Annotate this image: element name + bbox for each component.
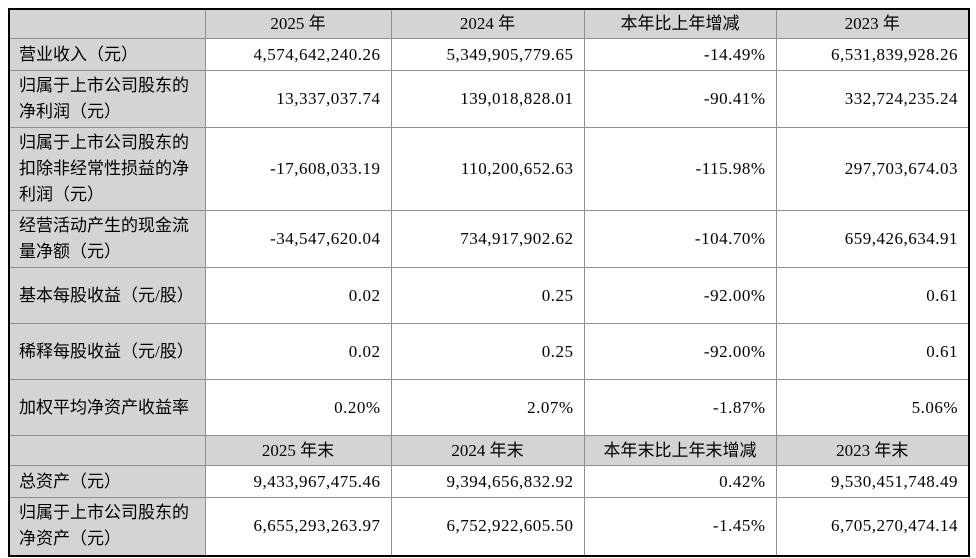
value-cell: 0.20% (204, 379, 392, 436)
value-cell: 5,349,905,779.65 (390, 38, 585, 71)
value-cell: -34,547,620.04 (204, 210, 392, 268)
column-header: 本年比上年增减 (583, 8, 777, 39)
row-label-cell: 基本每股收益（元/股） (8, 267, 206, 324)
table-row: 经营活动产生的现金流量净额（元） -34,547,620.04 734,917,90… (8, 210, 970, 268)
value-cell: 2.07% (390, 379, 585, 436)
table-header-row: 2025 年末 2024 年末 本年末比上年末增减 2023 年末 (8, 435, 970, 466)
value-cell: -90.41% (583, 70, 777, 128)
value-cell: -17,608,033.19 (204, 127, 392, 211)
value-cell: 139,018,828.01 (390, 70, 585, 128)
column-header: 2025 年 (204, 8, 392, 39)
column-header: 本年末比上年末增减 (583, 435, 777, 466)
value-cell: 659,426,634.91 (775, 210, 970, 268)
row-label-cell: 归属于上市公司股东的净利润（元） (8, 70, 206, 128)
row-label-cell: 经营活动产生的现金流量净额（元） (8, 210, 206, 268)
corner-cell (8, 8, 206, 39)
value-cell: -1.45% (583, 497, 777, 556)
table-row: 加权平均净资产收益率 0.20% 2.07% -1.87% 5.06% (8, 379, 970, 436)
table-row: 营业收入（元） 4,574,642,240.26 5,349,905,779.65-… (8, 38, 970, 71)
column-header: 2023 年 (775, 8, 970, 39)
table-row: 基本每股收益（元/股） 0.02 0.25 -92.00% 0.61 (8, 267, 970, 324)
table-row: 稀释每股收益（元/股） 0.02 0.25 -92.00% 0.61 (8, 323, 970, 380)
value-cell: 6,531,839,928.26 (775, 38, 970, 71)
value-cell: 0.25 (390, 267, 585, 324)
value-cell: 0.61 (775, 267, 970, 324)
value-cell: 0.02 (204, 323, 392, 380)
column-header: 2024 年 (390, 8, 585, 39)
table-header-row: 2025 年 2024 年本年比上年增减 2023 年 (8, 8, 970, 39)
table-row: 归属于上市公司股东的净资产（元） 6,655,293,263.97 6,752,92… (8, 497, 970, 556)
column-header: 2023 年末 (775, 435, 970, 466)
value-cell: 297,703,674.03 (775, 127, 970, 211)
value-cell: 6,705,270,474.14 (775, 497, 970, 556)
value-cell: -1.87% (583, 379, 777, 436)
value-cell: 332,724,235.24 (775, 70, 970, 128)
row-label-cell: 总资产（元） (8, 465, 206, 498)
row-label-cell: 归属于上市公司股东的扣除非经常性损益的净利润（元） (8, 127, 206, 211)
row-label-cell: 加权平均净资产收益率 (8, 379, 206, 436)
value-cell: -104.70% (583, 210, 777, 268)
column-header: 2025 年末 (204, 435, 392, 466)
value-cell: 0.25 (390, 323, 585, 380)
value-cell: -115.98% (583, 127, 777, 211)
value-cell: -92.00% (583, 323, 777, 380)
value-cell: 0.61 (775, 323, 970, 380)
row-label-cell: 稀释每股收益（元/股） (8, 323, 206, 380)
value-cell: 110,200,652.63 (390, 127, 585, 211)
value-cell: 4,574,642,240.26 (204, 38, 392, 71)
value-cell: 5.06% (775, 379, 970, 436)
value-cell: 0.42% (583, 465, 777, 498)
value-cell: 734,917,902.62 (390, 210, 585, 268)
value-cell: 13,337,037.74 (204, 70, 392, 128)
value-cell: 9,394,656,832.92 (390, 465, 585, 498)
corner-cell (8, 435, 206, 466)
table-row: 归属于上市公司股东的扣除非经常性损益的净利润（元） -17,608,033.19 1… (8, 127, 970, 211)
row-label-cell: 归属于上市公司股东的净资产（元） (8, 497, 206, 556)
value-cell: 6,752,922,605.50 (390, 497, 585, 556)
value-cell: -14.49% (583, 38, 777, 71)
value-cell: 9,530,451,748.49 (775, 465, 970, 498)
column-header: 2024 年末 (390, 435, 585, 466)
table-row: 总资产（元） 9,433,967,475.46 9,394,656,832.92 0.… (8, 465, 970, 498)
value-cell: -92.00% (583, 267, 777, 324)
financial-summary-table: 2025 年 2024 年本年比上年增减 2023 年营业收入（元） 4,574,64… (8, 8, 970, 557)
table-row: 归属于上市公司股东的净利润（元） 13,337,037.74 139,018,828… (8, 70, 970, 128)
value-cell: 9,433,967,475.46 (204, 465, 392, 498)
row-label-cell: 营业收入（元） (8, 38, 206, 71)
value-cell: 0.02 (204, 267, 392, 324)
value-cell: 6,655,293,263.97 (204, 497, 392, 556)
